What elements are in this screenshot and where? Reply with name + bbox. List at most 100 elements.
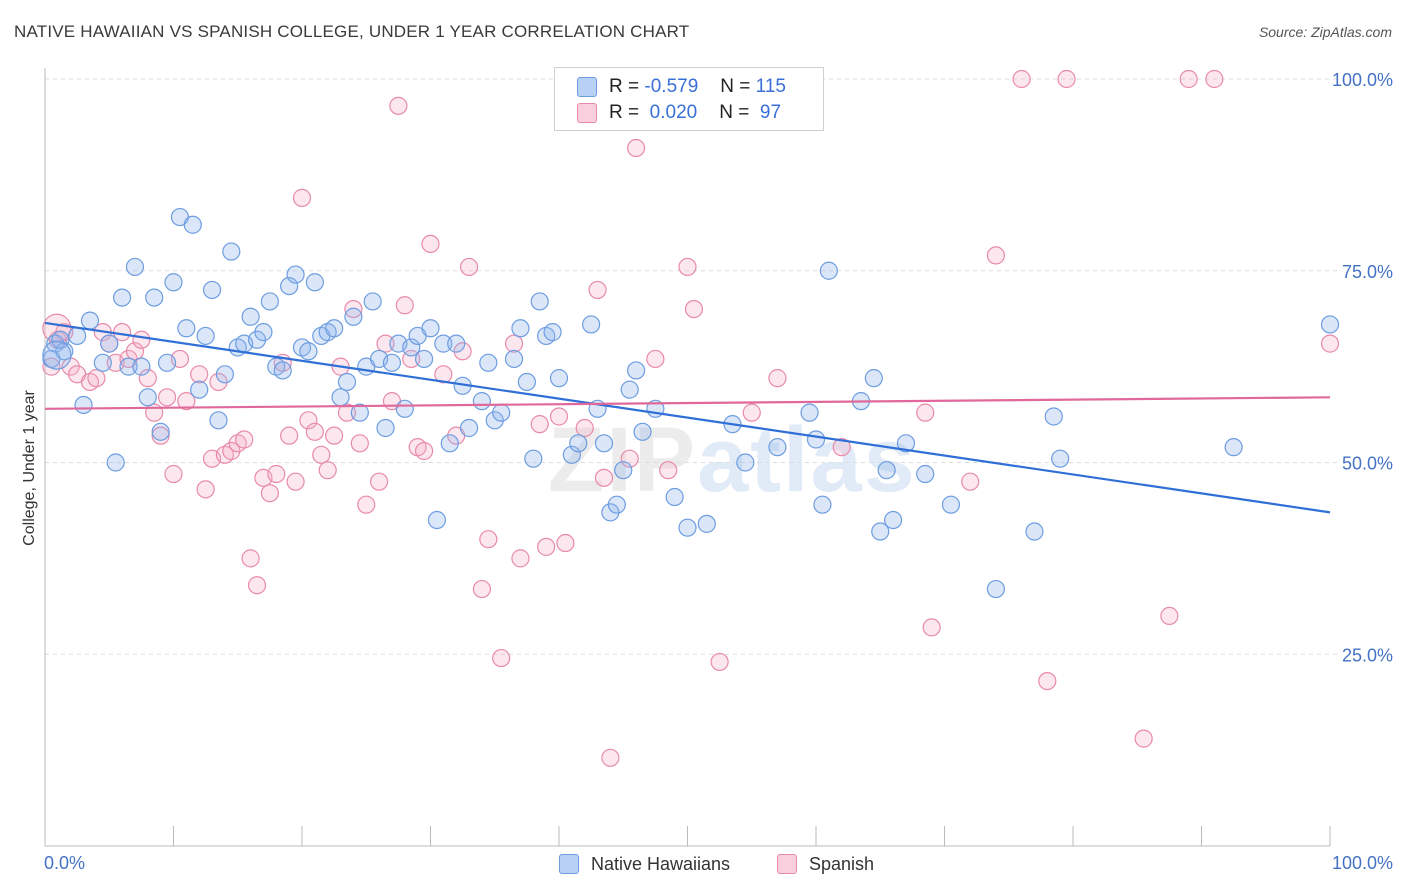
native-hawaiians-point <box>447 334 466 353</box>
x-tick-label-max: 100.0% <box>1332 853 1393 873</box>
native-hawaiians-point <box>80 311 100 330</box>
trend-lines <box>44 321 1331 514</box>
native-hawaiians-point <box>896 434 916 453</box>
spanish-point <box>530 415 549 434</box>
native-hawaiians-point <box>665 487 684 507</box>
spanish-point <box>511 549 530 568</box>
native-hawaiians-legend-swatch <box>559 854 579 874</box>
native-hawaiians-point <box>68 326 87 346</box>
spanish-point <box>601 748 620 767</box>
native-hawaiians-point <box>151 422 170 441</box>
spanish-point <box>504 334 524 353</box>
spanish-point <box>492 648 511 668</box>
spanish-point <box>922 618 941 637</box>
native-hawaiians-point <box>414 349 434 369</box>
native-hawaiians-point <box>620 380 639 399</box>
y-tick-label: 50.0% <box>1342 454 1393 474</box>
y-tick-label: 75.0% <box>1342 262 1393 282</box>
native-hawaiians-point <box>363 292 382 311</box>
spanish-point <box>318 461 337 480</box>
legend-label: Native Hawaiians <box>591 853 731 874</box>
spanish-point <box>132 330 151 349</box>
y-tick-label: 25.0% <box>1342 645 1393 665</box>
spanish-point <box>459 257 479 277</box>
spanish-point <box>986 246 1006 265</box>
native-hawaiians-point <box>132 357 151 376</box>
spanish-point <box>125 342 145 361</box>
spanish-point <box>1160 606 1179 626</box>
spanish-point <box>742 403 761 422</box>
native-hawaiians-point <box>350 403 369 422</box>
spanish-point <box>344 300 363 319</box>
native-hawaiians-point <box>74 395 93 415</box>
native-hawaiians-point <box>594 434 614 453</box>
native-hawaiians-point <box>305 273 324 292</box>
stats-row-native-hawaiians: R = -0.579 N = 115 <box>577 75 786 99</box>
native-hawaiians-point <box>125 257 145 277</box>
spanish-point <box>312 445 331 464</box>
spanish-point <box>177 392 196 411</box>
watermark: ZIPatlas <box>548 408 917 513</box>
spanish-point <box>472 579 491 599</box>
native-hawaiians-point <box>177 319 196 338</box>
native-hawaiians-point <box>254 323 273 342</box>
legend-item-native-hawaiians[interactable]: Native Hawaiians <box>559 851 730 877</box>
native-hawaiians-point <box>402 338 421 357</box>
native-hawaiians-point <box>864 369 883 388</box>
spanish-point <box>370 472 389 491</box>
spanish-point <box>196 480 215 499</box>
r-label: R = <box>609 76 640 97</box>
spanish-point <box>414 441 434 461</box>
native-hawaiians-trend-line <box>44 321 1331 514</box>
n-label: N = <box>720 76 751 97</box>
stats-row-spanish: R = 0.020 N = 97 <box>577 101 781 125</box>
native-hawaiians-point <box>697 514 716 533</box>
spanish-point <box>151 426 170 445</box>
spanish-point-large <box>42 313 72 343</box>
native-hawaiians-point <box>183 215 202 234</box>
native-hawaiians-point <box>209 411 228 430</box>
native-hawaiians-point <box>800 403 819 422</box>
native-hawaiians-point <box>569 434 588 453</box>
spanish-point <box>646 349 665 369</box>
spanish-point <box>556 533 575 553</box>
spanish-point <box>87 369 106 388</box>
spanish-point <box>710 652 729 672</box>
spanish-point <box>1057 69 1076 89</box>
native-hawaiians-point <box>1025 522 1044 541</box>
native-hawaiians-point <box>434 334 453 353</box>
native-hawaiians-point <box>1224 438 1243 457</box>
spanish-point <box>389 96 408 115</box>
native-hawaiians-point <box>382 353 402 372</box>
native-hawaiians-point <box>492 403 511 422</box>
n-value: 115 <box>755 76 786 97</box>
spanish-point <box>247 576 267 595</box>
spanish-point <box>479 530 498 549</box>
native-hawaiians-point <box>260 292 279 311</box>
native-hawaiians-point <box>286 265 305 284</box>
native-hawaiians-point <box>344 307 363 326</box>
spanish-point <box>157 388 177 407</box>
spanish-point <box>1320 334 1340 353</box>
spanish-point <box>350 434 369 453</box>
r-value: -0.579 <box>644 76 699 97</box>
spanish-point <box>1134 729 1153 748</box>
spanish-legend-swatch <box>777 854 797 874</box>
native-hawaiians-point <box>112 288 132 307</box>
spanish-point <box>659 461 678 480</box>
spanish-point <box>260 484 279 503</box>
spanish-point <box>241 549 260 568</box>
spanish-point <box>832 438 851 457</box>
spanish-point <box>235 430 254 449</box>
native-hawaiians-point-large <box>42 340 72 370</box>
spanish-point <box>421 234 440 254</box>
x-tick-label-min: 0.0% <box>44 853 85 873</box>
spanish-point <box>138 369 157 388</box>
legend-item-spanish[interactable]: Spanish <box>777 851 874 877</box>
native-hawaiians-point <box>626 361 646 380</box>
n-label: N = <box>719 102 750 123</box>
spanish-point <box>588 280 607 300</box>
spanish-point <box>594 468 614 487</box>
r-value: 0.020 <box>649 102 698 123</box>
